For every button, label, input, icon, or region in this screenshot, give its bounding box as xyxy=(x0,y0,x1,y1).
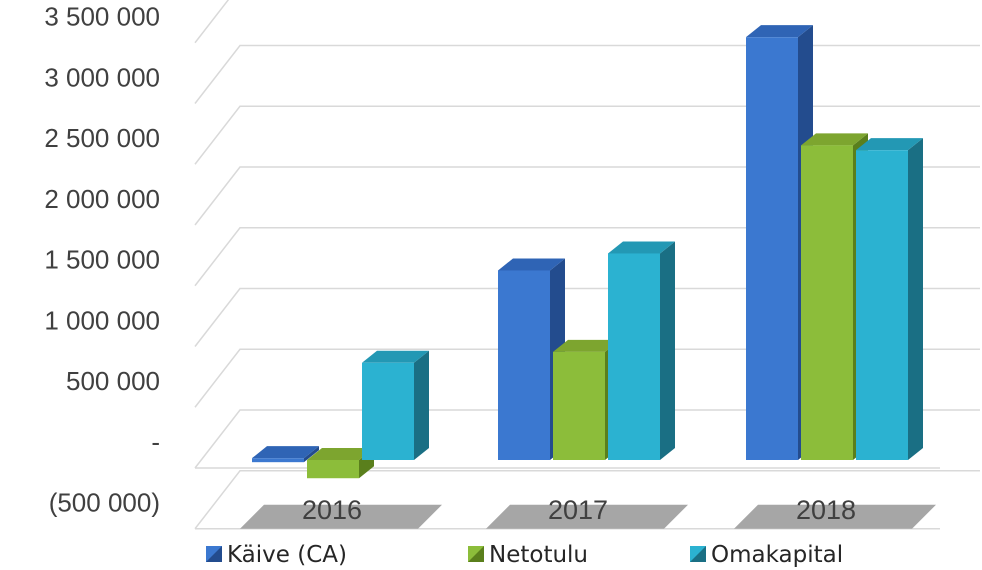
y-tick-label: (500 000) xyxy=(49,488,160,518)
gridline xyxy=(194,44,980,104)
x-axis-tick-labels: 2016 2017 2018 xyxy=(302,495,856,525)
gridline xyxy=(194,0,230,44)
gridline xyxy=(194,470,980,530)
category-shadow xyxy=(240,504,442,529)
category-shadow xyxy=(486,504,688,529)
gridline xyxy=(194,227,980,287)
bar-top xyxy=(498,258,565,271)
legend-swatch-shade xyxy=(690,546,706,562)
bar-side xyxy=(304,446,319,463)
bar-top xyxy=(801,133,868,146)
bar-top xyxy=(608,241,675,254)
bar-front xyxy=(362,362,414,460)
bar-top xyxy=(252,446,319,459)
bar-front xyxy=(746,37,798,461)
bar-side xyxy=(660,241,675,460)
y-axis-tick-labels: (500 000) - 500 000 1 000 000 1 500 000 2 000… xyxy=(44,2,160,518)
legend-swatch-shade xyxy=(206,546,222,562)
category-shadow xyxy=(734,504,936,529)
bar-front xyxy=(553,351,605,460)
y-tick-label: 3 500 000 xyxy=(44,2,160,32)
bar-top xyxy=(362,350,429,363)
bar xyxy=(608,241,675,460)
bars xyxy=(252,25,923,479)
bar xyxy=(252,446,319,463)
gridline xyxy=(194,348,980,408)
legend-item: Käive (CA) xyxy=(206,542,347,568)
gridline xyxy=(194,287,980,347)
bar xyxy=(856,138,923,461)
bar-top xyxy=(746,25,813,38)
y-tick-label: 1 500 000 xyxy=(44,245,160,275)
bar-front xyxy=(498,270,550,460)
legend-label: Omakapital xyxy=(711,542,843,568)
bar-side xyxy=(414,350,429,460)
y-tick-label: 2 000 000 xyxy=(44,184,160,214)
gridline xyxy=(194,105,980,165)
x-tick-label: 2018 xyxy=(796,495,856,525)
bar-top xyxy=(553,339,620,352)
y-tick-label: 3 000 000 xyxy=(44,62,160,92)
bar-front xyxy=(307,460,359,479)
bar-top xyxy=(856,138,923,151)
legend-label: Netotulu xyxy=(489,542,588,568)
bar-top xyxy=(307,448,374,460)
bar xyxy=(362,350,429,460)
gridline xyxy=(194,409,980,469)
gridline xyxy=(194,166,980,226)
y-tick-label: - xyxy=(151,427,160,457)
bar-front xyxy=(856,150,908,461)
bar-front xyxy=(801,145,853,460)
y-tick-label: 2 500 000 xyxy=(44,123,160,153)
legend-label: Käive (CA) xyxy=(227,542,347,568)
legend: Käive (CA) Netotulu Omakapital xyxy=(206,542,843,568)
bar-front xyxy=(608,253,660,460)
y-tick-label: 500 000 xyxy=(66,366,160,396)
category-floor-shadows xyxy=(240,504,936,529)
x-tick-label: 2017 xyxy=(548,495,608,525)
y-tick-label: 1 000 000 xyxy=(44,305,160,335)
x-tick-label: 2016 xyxy=(302,495,362,525)
legend-item: Omakapital xyxy=(690,542,843,568)
bar-side xyxy=(908,138,923,461)
legend-swatch-shade xyxy=(468,546,484,562)
bar-front xyxy=(252,458,304,463)
legend-item: Netotulu xyxy=(468,542,588,568)
